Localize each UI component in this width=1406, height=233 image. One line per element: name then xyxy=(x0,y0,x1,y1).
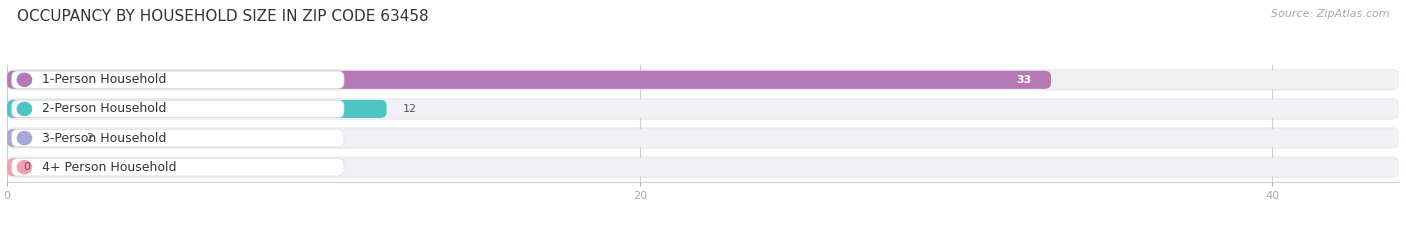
FancyBboxPatch shape xyxy=(11,158,344,176)
Text: 2: 2 xyxy=(86,133,93,143)
FancyBboxPatch shape xyxy=(7,156,1399,178)
FancyBboxPatch shape xyxy=(7,129,70,147)
Text: OCCUPANCY BY HOUSEHOLD SIZE IN ZIP CODE 63458: OCCUPANCY BY HOUSEHOLD SIZE IN ZIP CODE … xyxy=(17,9,429,24)
Circle shape xyxy=(17,73,31,86)
FancyBboxPatch shape xyxy=(11,71,344,89)
FancyBboxPatch shape xyxy=(7,158,1399,176)
Text: 0: 0 xyxy=(22,162,30,172)
Text: 33: 33 xyxy=(1017,75,1032,85)
Circle shape xyxy=(17,131,31,145)
FancyBboxPatch shape xyxy=(7,69,1399,91)
Text: 1-Person Household: 1-Person Household xyxy=(42,73,166,86)
FancyBboxPatch shape xyxy=(7,129,1399,147)
FancyBboxPatch shape xyxy=(7,100,387,118)
FancyBboxPatch shape xyxy=(7,98,1399,120)
Circle shape xyxy=(17,102,31,116)
Circle shape xyxy=(17,161,31,174)
Text: Source: ZipAtlas.com: Source: ZipAtlas.com xyxy=(1271,9,1389,19)
FancyBboxPatch shape xyxy=(7,71,1052,89)
Text: 2-Person Household: 2-Person Household xyxy=(42,103,166,115)
FancyBboxPatch shape xyxy=(11,129,344,147)
Text: 4+ Person Household: 4+ Person Household xyxy=(42,161,176,174)
FancyBboxPatch shape xyxy=(7,158,32,176)
FancyBboxPatch shape xyxy=(7,127,1399,149)
FancyBboxPatch shape xyxy=(7,100,1399,118)
Text: 12: 12 xyxy=(402,104,416,114)
FancyBboxPatch shape xyxy=(11,100,344,118)
Text: 3-Person Household: 3-Person Household xyxy=(42,132,166,144)
FancyBboxPatch shape xyxy=(7,71,1399,89)
